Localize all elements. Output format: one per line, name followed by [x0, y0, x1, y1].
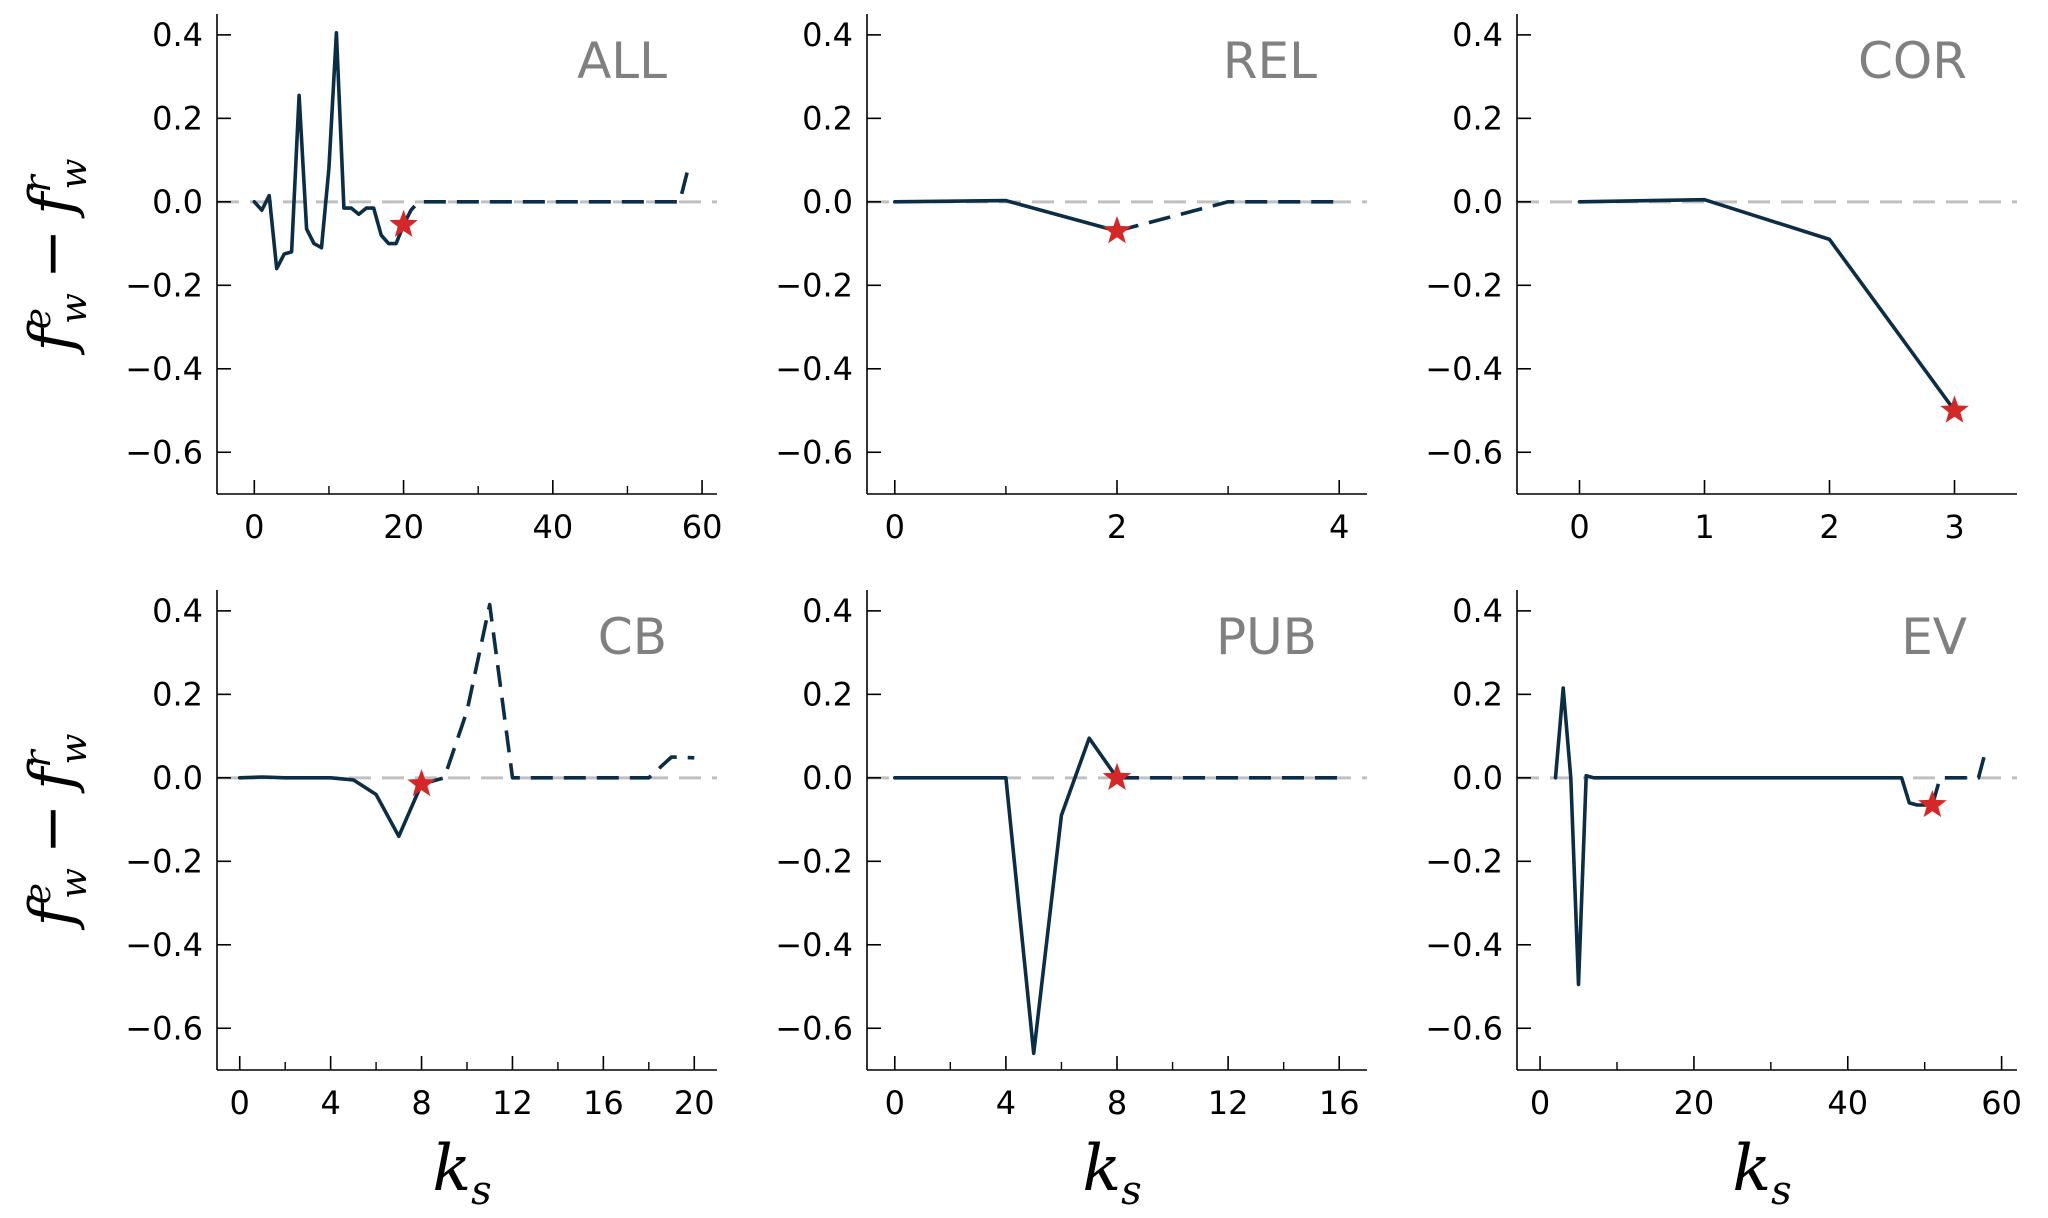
y-tick-label: −0.2: [125, 266, 203, 304]
x-tick-label: 60: [1981, 1084, 2022, 1122]
y-tick-label: 0.0: [152, 759, 203, 797]
series-line-solid: [1577, 197, 1957, 413]
panel-cor: 0.4 0.2 0.0 −0.2 −0.4 −0.6 0 1 2 3 COR: [1425, 14, 2017, 546]
series-line-dashed: [421, 602, 695, 786]
x-tick-label: 12: [492, 1084, 533, 1122]
y-tick-label: 0.4: [802, 16, 853, 54]
ylabel-bottom-text: few−frw: [17, 733, 95, 930]
xlabel-right: ks: [1732, 1132, 1791, 1214]
panel-cb: 0.4 0.2 0.0 −0.2 −0.4 −0.6 0 4 8 12 16 20 CB: [125, 590, 717, 1122]
series-line-solid: [892, 736, 1119, 1056]
y-tick-label: 0.4: [1452, 592, 1503, 630]
y-tick-label: 0.4: [802, 592, 853, 630]
panel-label-cb: CB: [598, 608, 667, 666]
y-tick-label: 0.2: [1452, 675, 1503, 713]
y-tick-label: −0.2: [1425, 842, 1503, 880]
y-tick-label: 0.0: [802, 183, 853, 221]
y-tick-label: −0.4: [775, 350, 853, 388]
x-tick-label: 4: [320, 1084, 340, 1122]
y-tick-label: 0.2: [802, 675, 853, 713]
y-tick-label: −0.2: [775, 266, 853, 304]
star-marker: [1102, 762, 1132, 790]
xlabel-left: ks: [432, 1132, 491, 1214]
y-tick-label: −0.6: [775, 1009, 853, 1047]
x-tick-label: 0: [244, 508, 264, 546]
y-tick-label: −0.4: [1425, 350, 1503, 388]
panel-label-all: ALL: [577, 32, 667, 90]
y-tick-label: −0.6: [1425, 433, 1503, 471]
panel-label-pub: PUB: [1216, 608, 1317, 666]
x-tick-label: 16: [583, 1084, 624, 1122]
y-tick-label: −0.6: [1425, 1009, 1503, 1047]
y-tick-label: 0.2: [802, 99, 853, 137]
star-marker: [389, 209, 418, 237]
series-line-solid: [1553, 686, 1935, 987]
y-tick-label: −0.6: [775, 433, 853, 471]
y-tick-label: 0.0: [152, 183, 203, 221]
star-marker: [1102, 216, 1132, 244]
x-tick-label: 16: [1319, 1084, 1360, 1122]
x-tick-label: 60: [682, 508, 723, 546]
y-tick-label: 0.4: [152, 592, 203, 630]
x-tick-label: 20: [1674, 1084, 1715, 1122]
y-tick-label: −0.2: [1425, 266, 1503, 304]
y-tick-label: −0.4: [1425, 926, 1503, 964]
y-tick-label: 0.2: [152, 675, 203, 713]
y-tick-label: 0.0: [1452, 759, 1503, 797]
y-tick-label: −0.6: [125, 433, 203, 471]
x-tick-label: 8: [1107, 1084, 1127, 1122]
y-tick-label: −0.2: [125, 842, 203, 880]
x-tick-label: 1: [1694, 508, 1714, 546]
y-tick-label: 0.0: [802, 759, 853, 797]
y-tick-label: −0.4: [125, 926, 203, 964]
series-line-solid: [252, 30, 406, 271]
x-tick-label: 4: [996, 1084, 1016, 1122]
series-line-solid: [237, 775, 424, 839]
series-line-solid: [892, 198, 1119, 233]
x-tick-label: 2: [1107, 508, 1127, 546]
x-tick-label: 20: [383, 508, 424, 546]
x-tick-label: 3: [1944, 508, 1964, 546]
x-tick-label: 40: [532, 508, 573, 546]
star-marker: [1940, 395, 1969, 423]
panel-ev: 0.4 0.2 0.0 −0.2 −0.4 −0.6 0 20 40 60 EV: [1425, 590, 2022, 1122]
y-tick-label: 0.4: [152, 16, 203, 54]
ylabel-top: few−frw: [17, 158, 95, 355]
y-tick-label: −0.4: [125, 350, 203, 388]
y-tick-label: 0.4: [1452, 16, 1503, 54]
x-tick-label: 0: [230, 1084, 250, 1122]
ylabel-bottom: few−frw: [17, 733, 95, 930]
series-line-dashed: [1116, 200, 1340, 233]
x-tick-label: 8: [411, 1084, 431, 1122]
y-tick-label: 0.2: [152, 99, 203, 137]
y-tick-label: −0.4: [775, 926, 853, 964]
x-tick-label: 2: [1819, 508, 1839, 546]
x-tick-label: 0: [1569, 508, 1589, 546]
panel-label-cor: COR: [1858, 32, 1967, 90]
star-marker: [1918, 790, 1947, 818]
x-tick-label: 40: [1827, 1084, 1868, 1122]
y-tick-label: −0.2: [775, 842, 853, 880]
y-tick-label: 0.0: [1452, 183, 1503, 221]
x-tick-label: 0: [1530, 1084, 1550, 1122]
ylabel-top-text: few−frw: [17, 158, 95, 355]
panel-pub: 0.4 0.2 0.0 −0.2 −0.4 −0.6 0 4 8 12 16 PUB: [775, 590, 1367, 1122]
x-tick-label: 0: [885, 1084, 905, 1122]
panel-all: 0.4 0.2 0.0 −0.2 −0.4 −0.6 0 20 40 60 ALL: [125, 14, 722, 546]
x-tick-label: 0: [885, 508, 905, 546]
panel-label-rel: REL: [1223, 32, 1317, 90]
x-tick-label: 12: [1208, 1084, 1249, 1122]
series-line-dashed: [401, 172, 689, 226]
series-line-dashed: [1930, 748, 1988, 806]
star-marker: [407, 769, 436, 797]
xlabel-middle: ks: [1082, 1132, 1141, 1214]
panel-label-ev: EV: [1901, 608, 1967, 666]
x-tick-label: 20: [674, 1084, 715, 1122]
panel-rel: 0.4 0.2 0.0 −0.2 −0.4 −0.6 0 2 4 REL: [775, 14, 1367, 546]
y-tick-label: 0.2: [1452, 99, 1503, 137]
x-tick-label: 4: [1329, 508, 1349, 546]
y-tick-label: −0.6: [125, 1009, 203, 1047]
